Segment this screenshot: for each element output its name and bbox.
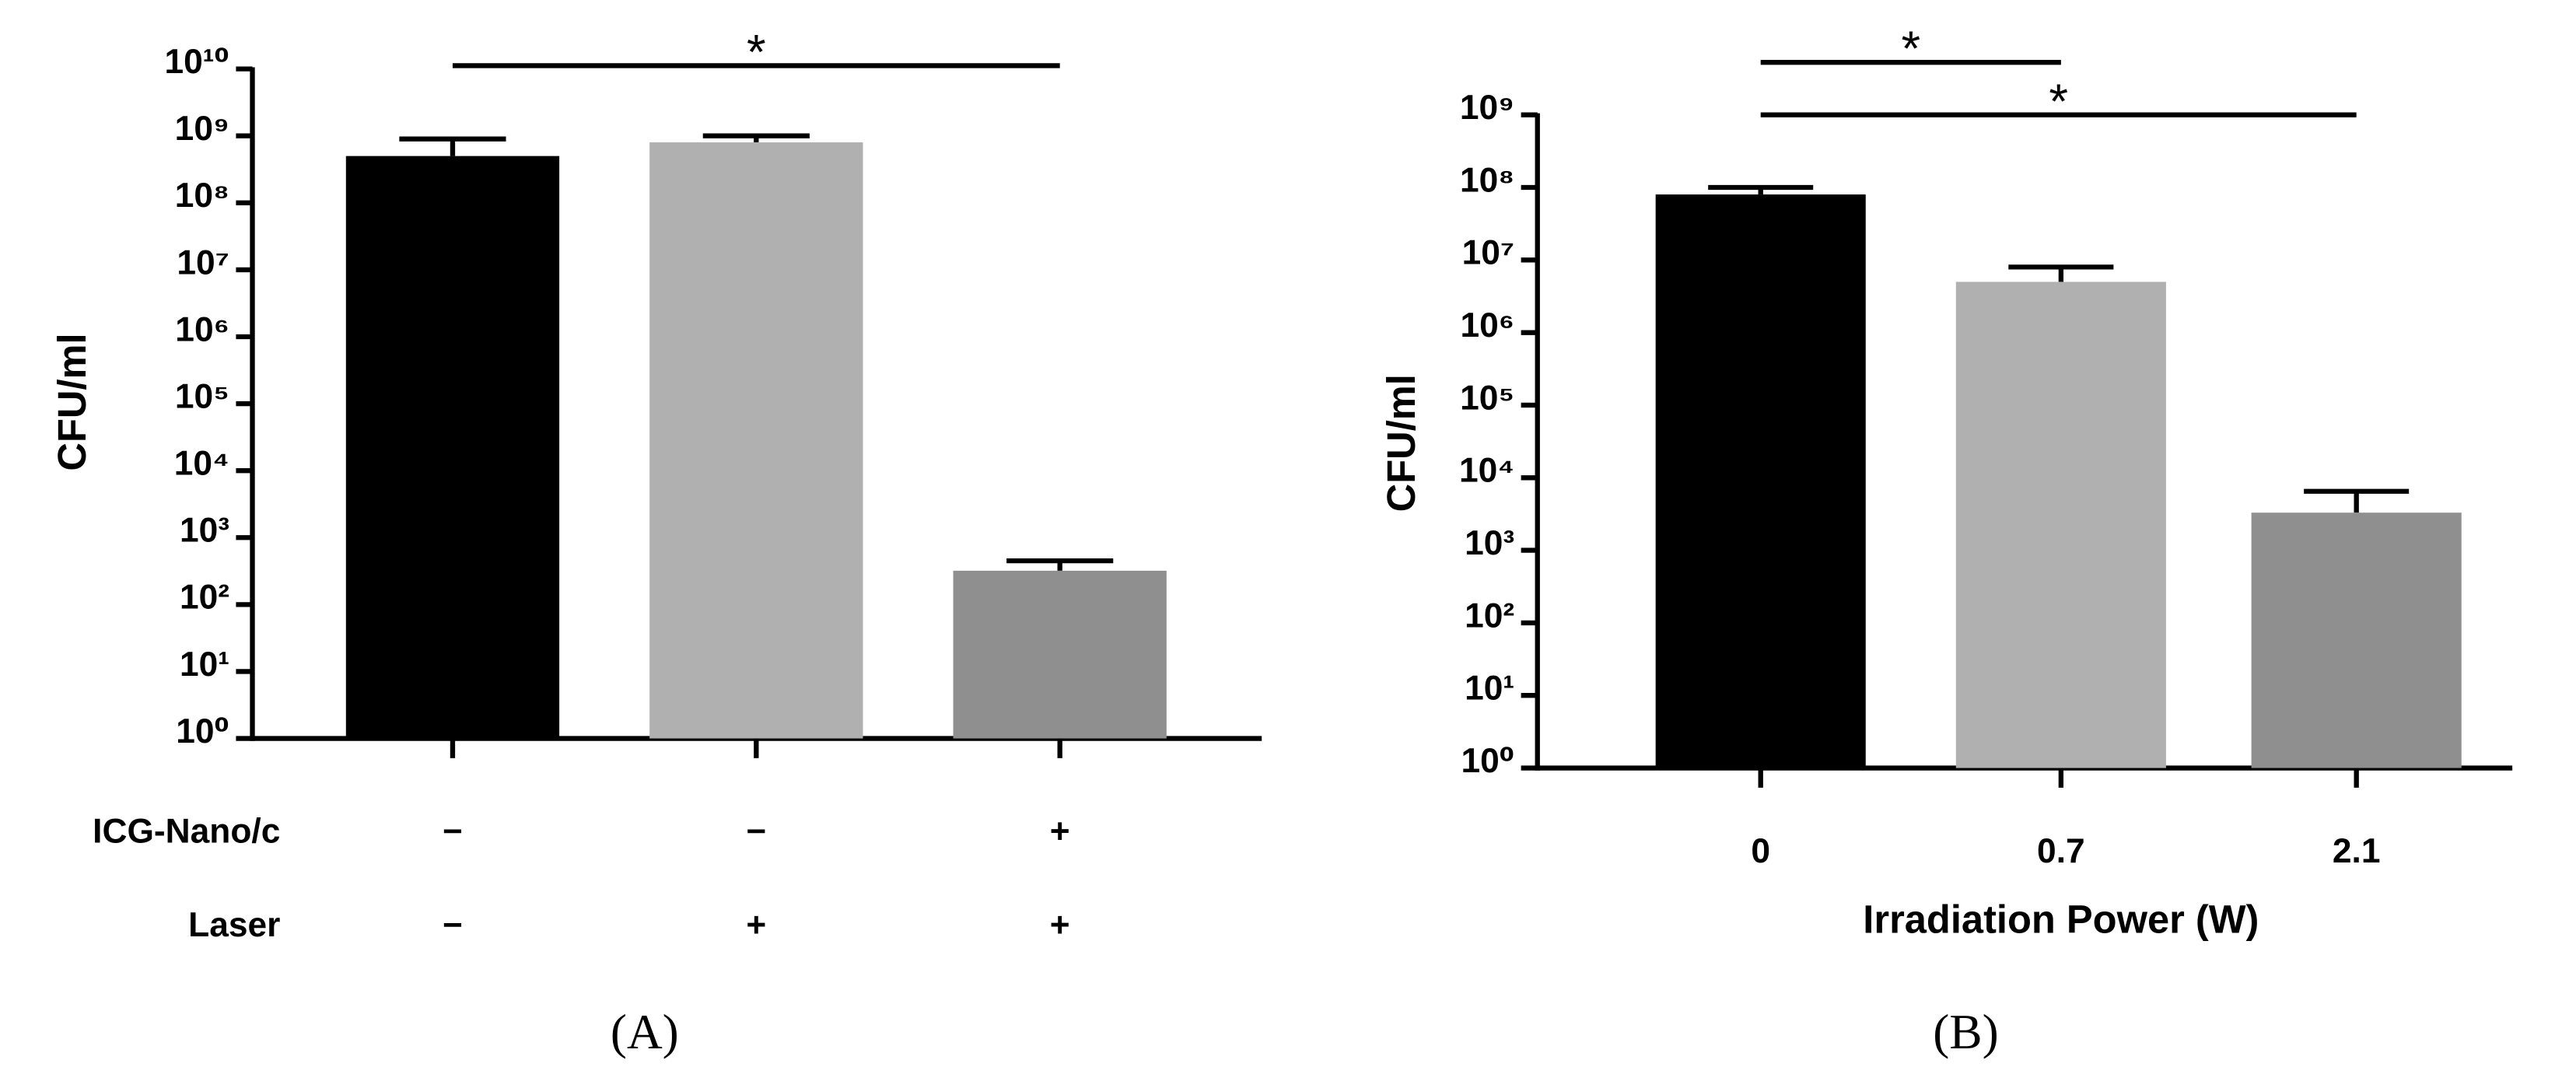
y-tick-label: 10⁸ — [1460, 161, 1514, 199]
y-tick-label: 10⁶ — [1461, 306, 1515, 345]
row-label: Laser — [188, 906, 280, 944]
y-tick-label: 10⁴ — [174, 445, 229, 483]
y-tick-label: 10³ — [1465, 524, 1514, 562]
panel-label: (A) — [611, 1005, 679, 1059]
y-tick-label: 10⁰ — [1461, 742, 1515, 780]
significance-star: * — [2049, 75, 2068, 129]
x-axis-title: Irradiation Power (W) — [1863, 897, 2259, 941]
y-tick-label: 10⁹ — [1460, 89, 1514, 127]
y-tick-label: 10² — [1465, 596, 1514, 635]
x-tick-label: 2.1 — [2333, 832, 2381, 870]
y-tick-label: 10⁸ — [175, 177, 229, 215]
y-axis-title: CFU/ml — [50, 333, 94, 471]
x-tick-label: 0.7 — [2037, 832, 2085, 870]
y-tick-label: 10² — [180, 579, 229, 617]
row-label: ICG-Nano/c — [93, 813, 280, 851]
y-tick-label: 10⁷ — [1462, 234, 1515, 272]
y-tick-label: 10¹ — [1465, 670, 1514, 708]
y-tick-label: 10¹⁰ — [165, 43, 229, 81]
x-tick-label: 0 — [1751, 832, 1770, 870]
condition-sign: + — [1050, 906, 1070, 944]
condition-sign: − — [443, 906, 463, 944]
bar — [1655, 194, 1866, 768]
bar — [2251, 513, 2462, 768]
y-tick-label: 10⁹ — [175, 110, 229, 148]
y-tick-label: 10⁷ — [177, 243, 229, 282]
y-tick-label: 10⁵ — [1460, 379, 1514, 417]
panel-label: (B) — [1933, 1005, 1998, 1059]
bar — [953, 570, 1167, 739]
bar — [345, 156, 560, 739]
condition-sign: + — [1050, 813, 1070, 851]
bar — [1955, 282, 2166, 768]
y-tick-label: 10⁶ — [175, 310, 229, 348]
y-tick-label: 10⁴ — [1459, 452, 1514, 490]
y-tick-label: 10⁰ — [176, 712, 229, 750]
y-tick-label: 10¹ — [180, 645, 229, 684]
condition-sign: + — [746, 906, 766, 944]
y-tick-label: 10³ — [180, 512, 229, 550]
bar — [649, 142, 863, 739]
y-axis-title: CFU/ml — [1379, 374, 1423, 512]
significance-star: * — [1901, 22, 1920, 76]
condition-sign: − — [746, 813, 766, 851]
significance-star: * — [747, 25, 766, 79]
condition-sign: − — [443, 813, 463, 851]
y-tick-label: 10⁵ — [175, 377, 229, 415]
